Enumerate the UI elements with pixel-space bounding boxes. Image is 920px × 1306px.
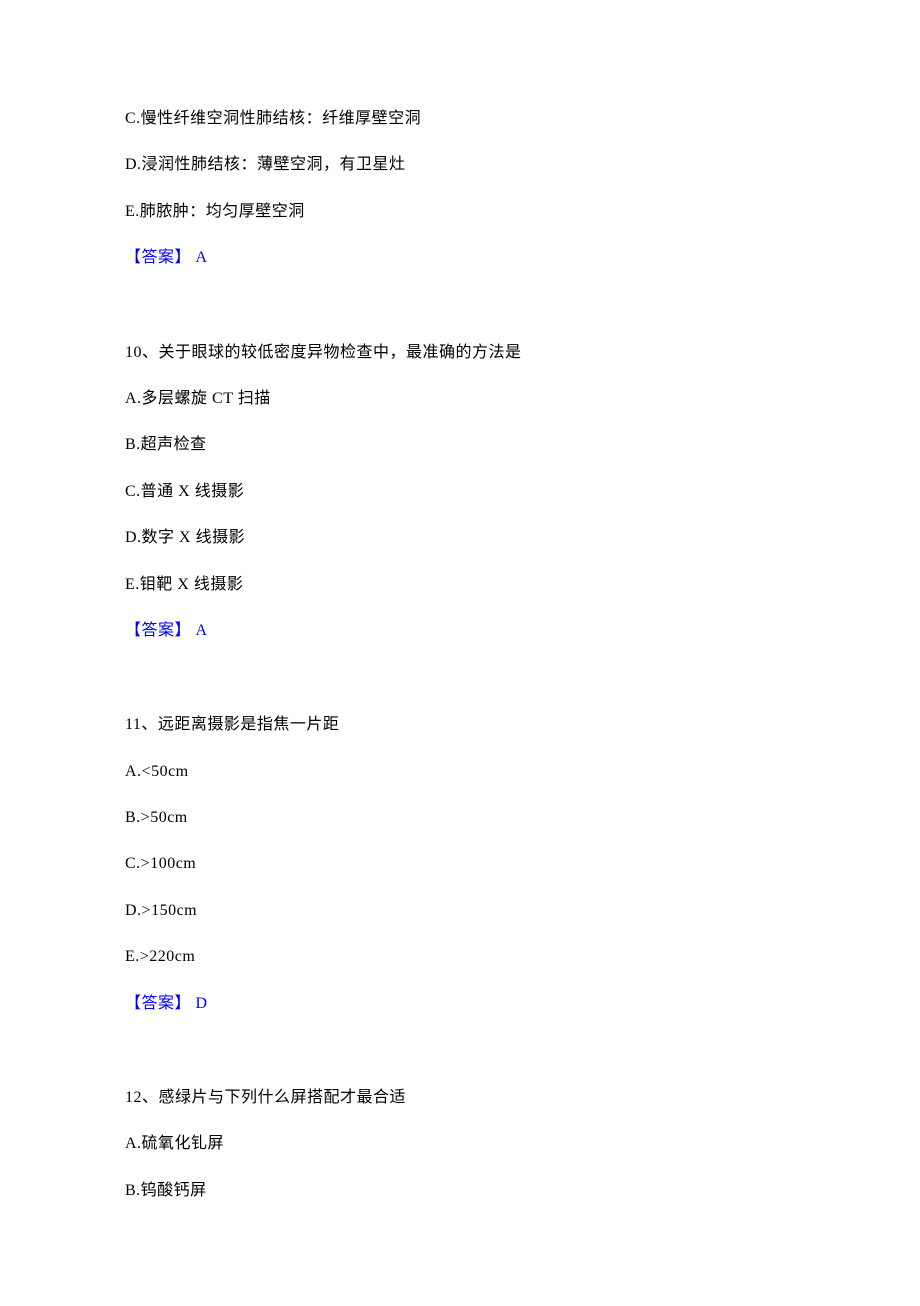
document-page: C.慢性纤维空洞性肺结核：纤维厚壁空洞 D.浸润性肺结核：薄壁空洞，有卫星灶 E… bbox=[0, 0, 920, 1306]
q9-option-e: E.肺脓肿：均匀厚壁空洞 bbox=[125, 201, 795, 223]
q10-stem: 10、关于眼球的较低密度异物检查中，最准确的方法是 bbox=[125, 342, 795, 364]
q10-option-e: E.钼靶 X 线摄影 bbox=[125, 574, 795, 596]
q10-option-d: D.数字 X 线摄影 bbox=[125, 527, 795, 549]
q10-answer: 【答案】 A bbox=[125, 620, 795, 642]
answer-value: D bbox=[191, 995, 208, 1012]
q10-option-b: B.超声检查 bbox=[125, 434, 795, 456]
q12-option-b: B.钨酸钙屏 bbox=[125, 1180, 795, 1202]
q10-option-a: A.多层螺旋 CT 扫描 bbox=[125, 388, 795, 410]
answer-value: A bbox=[191, 622, 208, 639]
q12-stem: 12、感绿片与下列什么屏搭配才最合适 bbox=[125, 1087, 795, 1109]
answer-label: 【答案】 bbox=[125, 622, 191, 639]
answer-label: 【答案】 bbox=[125, 995, 191, 1012]
q11-option-d: D.>150cm bbox=[125, 900, 795, 922]
q11-option-c: C.>100cm bbox=[125, 853, 795, 875]
block-gap bbox=[125, 294, 795, 342]
q9-answer: 【答案】 A bbox=[125, 247, 795, 269]
q11-stem: 11、远距离摄影是指焦一片距 bbox=[125, 714, 795, 736]
q11-option-e: E.>220cm bbox=[125, 946, 795, 968]
answer-label: 【答案】 bbox=[125, 249, 191, 266]
q12-option-a: A.硫氧化钆屏 bbox=[125, 1133, 795, 1155]
q11-option-a: A.<50cm bbox=[125, 761, 795, 783]
q9-option-c: C.慢性纤维空洞性肺结核：纤维厚壁空洞 bbox=[125, 108, 795, 130]
q10-option-c: C.普通 X 线摄影 bbox=[125, 481, 795, 503]
q11-answer: 【答案】 D bbox=[125, 993, 795, 1015]
q9-option-d: D.浸润性肺结核：薄壁空洞，有卫星灶 bbox=[125, 154, 795, 176]
answer-value: A bbox=[191, 249, 208, 266]
block-gap bbox=[125, 666, 795, 714]
block-gap bbox=[125, 1039, 795, 1087]
q11-option-b: B.>50cm bbox=[125, 807, 795, 829]
